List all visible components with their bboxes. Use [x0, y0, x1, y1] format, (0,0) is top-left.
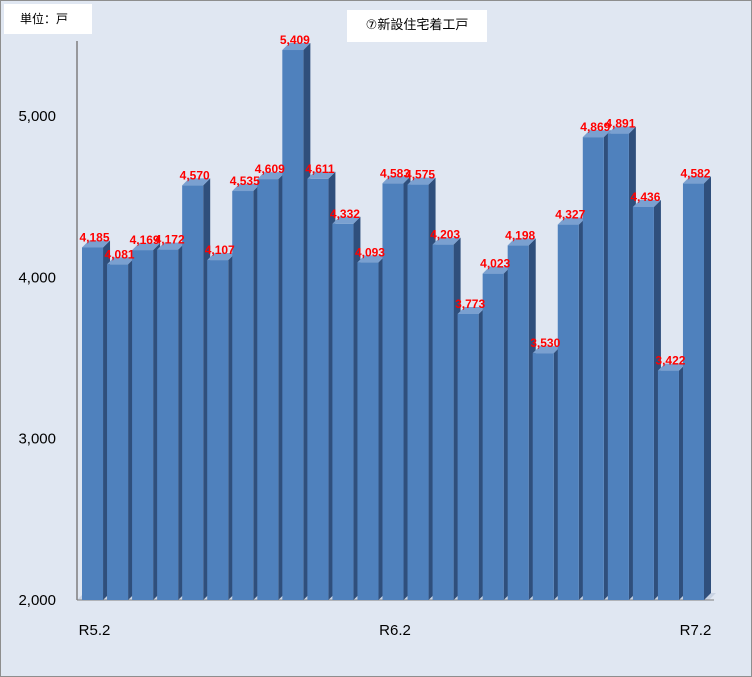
bar-top — [157, 242, 186, 250]
bar-top — [207, 253, 236, 261]
data-label: 4,169 — [130, 233, 160, 247]
data-label: 3,422 — [655, 354, 685, 368]
bar — [357, 262, 379, 600]
bar-top — [282, 43, 311, 51]
data-label: 4,891 — [605, 117, 635, 131]
bar-top — [657, 363, 686, 371]
data-label: 4,185 — [80, 230, 110, 244]
data-label: 4,436 — [630, 190, 660, 204]
data-label: 4,093 — [355, 245, 385, 259]
bar-top — [232, 184, 261, 192]
data-label: 4,535 — [230, 174, 260, 188]
bar — [232, 191, 254, 600]
bar — [632, 206, 654, 600]
bar-top — [607, 126, 636, 134]
bar — [382, 183, 404, 600]
bar-top — [382, 176, 411, 184]
data-label: 4,869 — [580, 120, 610, 134]
unit-label: 単位：戸 — [4, 4, 92, 34]
bar — [157, 249, 179, 601]
bar — [582, 137, 604, 600]
data-label: 4,198 — [505, 228, 535, 242]
bar — [682, 183, 704, 601]
bar-top — [82, 240, 111, 248]
bar — [282, 50, 304, 601]
bar-top — [632, 199, 661, 207]
x-tick-label: R7.2 — [680, 622, 712, 639]
y-tick-label: 5,000 — [18, 108, 56, 125]
bar-top — [582, 130, 611, 138]
bar-top — [682, 176, 711, 184]
chart-title: ⑦新設住宅着工戸 — [347, 10, 487, 42]
data-label: 4,583 — [380, 166, 410, 180]
data-label: 4,172 — [155, 233, 185, 247]
data-label: 3,773 — [455, 297, 485, 311]
bar — [557, 224, 579, 600]
bar-top — [132, 243, 161, 251]
bar — [107, 264, 129, 600]
y-tick-label: 2,000 — [18, 592, 56, 609]
bar — [532, 353, 554, 600]
bar — [307, 178, 329, 600]
bar — [82, 247, 104, 600]
bar-side — [704, 176, 711, 601]
bar — [607, 133, 629, 600]
bar-top — [507, 238, 536, 246]
bar — [132, 250, 154, 600]
data-label: 4,609 — [255, 162, 285, 176]
bar-top — [107, 257, 136, 265]
bar-top — [357, 255, 386, 263]
bar — [657, 370, 679, 600]
x-tick-label: R5.2 — [79, 622, 111, 639]
bar-top — [457, 306, 486, 314]
bar-top — [557, 217, 586, 225]
data-label: 4,107 — [205, 243, 235, 257]
data-label: 4,081 — [105, 247, 135, 261]
data-label: 4,332 — [330, 207, 360, 221]
bar-top — [407, 177, 436, 185]
y-tick-label: 4,000 — [18, 269, 56, 286]
data-label: 4,203 — [430, 228, 460, 242]
bar — [182, 185, 204, 600]
bar — [207, 260, 229, 600]
bar — [507, 245, 529, 600]
bar — [432, 244, 454, 600]
data-label: 5,409 — [280, 33, 310, 47]
bar-top — [482, 266, 511, 274]
bar — [332, 223, 354, 600]
data-label: 4,023 — [480, 257, 510, 271]
bar — [457, 313, 479, 600]
bar — [407, 184, 429, 601]
data-label: 3,530 — [530, 336, 560, 350]
bar — [257, 179, 279, 600]
data-label: 4,575 — [405, 168, 435, 182]
bar — [482, 273, 504, 600]
bar-top — [532, 346, 561, 354]
bar-top — [182, 178, 211, 186]
bar-top — [432, 237, 461, 245]
data-label: 4,582 — [680, 166, 710, 180]
bar-top — [257, 172, 286, 180]
bar-top — [307, 171, 336, 179]
x-tick-label: R6.2 — [379, 622, 411, 639]
bar-top — [332, 216, 361, 224]
y-tick-label: 3,000 — [18, 431, 56, 448]
data-label: 4,570 — [180, 168, 210, 182]
data-label: 4,611 — [305, 162, 335, 176]
data-label: 4,327 — [555, 208, 585, 222]
